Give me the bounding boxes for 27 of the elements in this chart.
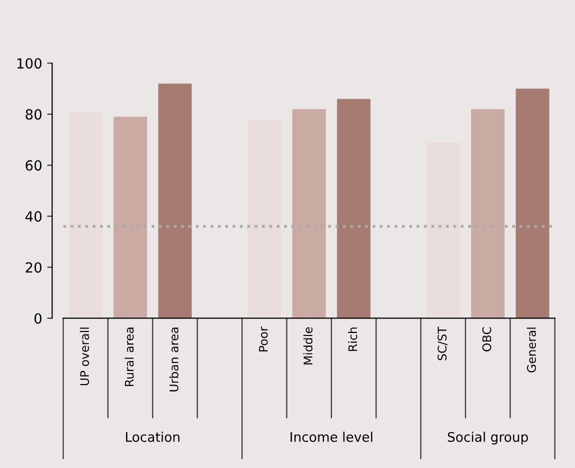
text: Social group [448, 432, 528, 445]
bar [471, 109, 505, 318]
bar [516, 88, 550, 318]
x-tick-label: Rich [348, 328, 358, 351]
bar [292, 109, 326, 318]
bar [114, 116, 148, 318]
y-tick-label: 60 [26, 160, 42, 171]
y-tick-label: 40 [25, 211, 42, 222]
x-tick-label: Middle [303, 327, 312, 364]
bar [68, 112, 102, 318]
x-tick-label: General [526, 328, 536, 372]
y-tick-label: 20 [26, 262, 42, 273]
x-tick-label: UP overall [80, 328, 90, 386]
y-tick-label: 80 [26, 109, 42, 120]
x-tick-label: OBC [482, 327, 492, 352]
y-tick-label: 0 [34, 313, 42, 324]
y-tick-label: 100 [17, 58, 42, 69]
x-tick-label: Urban area [169, 328, 178, 392]
bar [336, 98, 371, 318]
bar [426, 142, 460, 318]
bar [158, 84, 192, 318]
text: Income level [290, 432, 372, 442]
text: Location [126, 432, 180, 442]
x-tick-label: SC/ST [438, 326, 448, 360]
x-tick-label: Poor [259, 326, 268, 352]
x-tick-label: Rural area [124, 328, 134, 386]
bar [248, 119, 282, 318]
